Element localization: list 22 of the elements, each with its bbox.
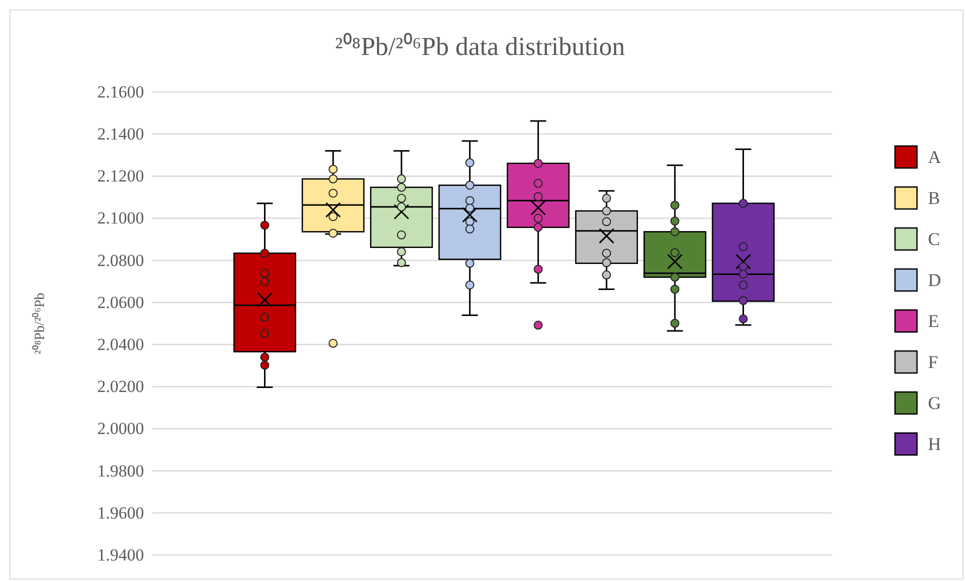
y-tick-label: 2.1400 [97, 124, 144, 144]
legend-label: A [928, 147, 941, 167]
y-axis-title: ²⁰⁸Pb/²⁰⁶Pb [32, 292, 48, 354]
y-tick-label: 1.9400 [97, 545, 144, 564]
y-tick-label: 2.0800 [97, 250, 144, 270]
y-tick-label: 1.9600 [97, 503, 144, 522]
legend-label: E [928, 311, 939, 331]
chart-title: ²⁰⁸Pb/²⁰⁶Pb data distribution [334, 32, 626, 61]
y-tick-label: 1.9800 [97, 461, 144, 480]
y-tick-label: 2.1000 [97, 208, 144, 228]
legend-label: D [928, 270, 941, 290]
y-tick-label: 2.1200 [97, 166, 144, 186]
y-tick-label: 2.0000 [97, 419, 144, 438]
legend-label: B [928, 188, 940, 208]
y-tick-label: 2.1600 [97, 82, 144, 102]
y-tick-label: 2.0200 [97, 377, 144, 396]
legend-label: H [928, 434, 941, 454]
legend-label: F [928, 352, 938, 372]
legend-label: G [928, 393, 941, 413]
y-tick-label: 2.0600 [97, 292, 144, 312]
legend-label: C [928, 229, 940, 249]
y-tick-label: 2.0400 [97, 334, 144, 354]
